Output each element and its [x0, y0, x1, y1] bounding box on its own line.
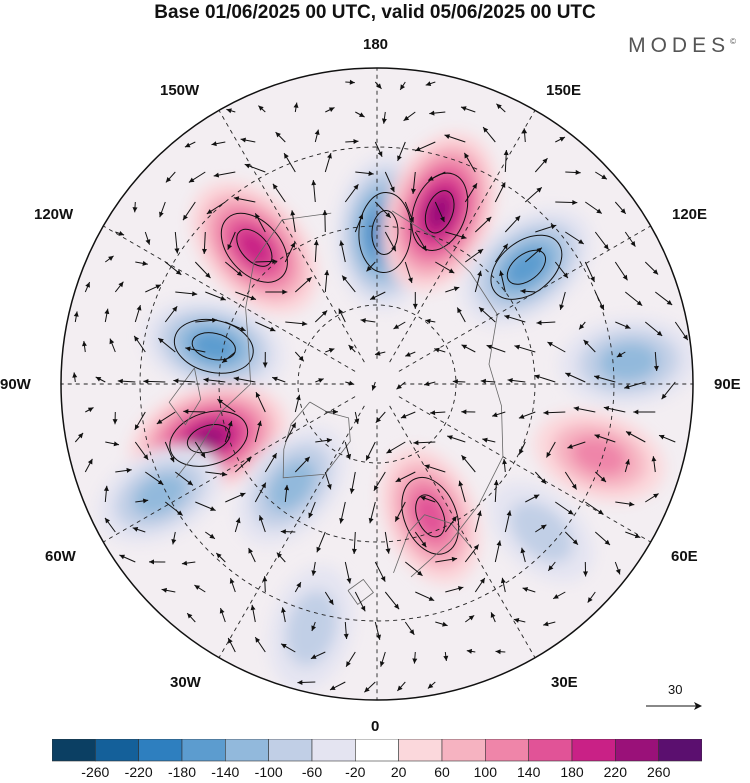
colorbar-tick-label: 20 [390, 764, 407, 780]
colorbar-swatch-0 [52, 739, 96, 762]
anomaly-neg-130e [460, 208, 592, 327]
colorbar-tick-label: -140 [211, 764, 240, 780]
anomaly-neg-100w [142, 298, 285, 394]
reference-vector-key: 30 [644, 680, 714, 720]
colorbar-swatch-4 [225, 739, 269, 762]
colorbar-swatch-2 [138, 739, 183, 762]
colorbar-swatch-3 [181, 739, 226, 762]
colorbar-swatch-13 [615, 739, 659, 762]
lon-label-60e: 60E [671, 548, 698, 565]
anomaly-neg-40w [236, 426, 347, 546]
lon-label-150w: 150W [160, 82, 200, 99]
lon-label-30e: 30E [551, 674, 578, 691]
colorbar-tick-label: 260 [647, 764, 671, 780]
lon-label-90w: 90W [0, 376, 31, 393]
colorbar-tick-label: -20 [345, 764, 366, 780]
colorbar-swatch-10 [485, 739, 529, 762]
colorbar-swatch-1 [95, 739, 139, 762]
brand-name: MODES [628, 34, 731, 57]
colorbar-tick-label: -60 [301, 764, 323, 780]
colorbar-tick-label: 220 [603, 764, 627, 780]
colorbar-tick-label: 60 [434, 764, 450, 780]
colorbar-swatch-6 [311, 739, 356, 762]
lon-label-150e: 150E [546, 82, 582, 99]
colorbar-tick-label: -220 [124, 764, 153, 780]
colorbar [52, 739, 702, 762]
wind-vector-layer [72, 79, 689, 693]
anomaly-pos-20e [379, 446, 481, 585]
lon-label-90e: 90E [714, 376, 741, 393]
anomaly-neg-95e [559, 317, 693, 407]
lon-label-60w: 60W [45, 548, 76, 565]
copyright-mark: © [730, 37, 736, 46]
coastline-layer [168, 210, 504, 605]
colorbar-tick-label: 100 [473, 764, 497, 780]
colorbar-tick-label: -100 [254, 764, 283, 780]
colorbar-swatch-9 [441, 739, 486, 762]
map-title: Base 01/06/2025 00 UTC, valid 05/06/2025… [154, 2, 596, 23]
colorbar-swatch-8 [398, 739, 443, 762]
colorbar-tick-label: 180 [560, 764, 584, 780]
colorbar-tick-label: -180 [167, 764, 197, 780]
colorbar-tick-label: 140 [517, 764, 541, 780]
lon-label-120e: 120E [672, 206, 708, 223]
anomaly-neg-10w [269, 565, 354, 691]
anomaly-pos-75e [534, 410, 665, 502]
lon-label-120w: 120W [34, 206, 74, 223]
lon-label-0: 0 [371, 718, 380, 735]
reference-vector-label: 30 [668, 682, 683, 697]
colorbar-swatch-7 [355, 739, 399, 762]
colorbar-swatch-12 [571, 739, 616, 762]
map-boundary [60, 67, 694, 701]
anomaly-neg-50e [489, 481, 594, 583]
modes-logo: MODES© [628, 34, 736, 58]
colorbar-swatch-5 [268, 739, 313, 762]
reference-arrow-icon [646, 702, 702, 710]
graticule-layer [61, 68, 693, 700]
lon-label-30w: 30W [170, 674, 201, 691]
colorbar-swatch-11 [528, 739, 573, 762]
lon-label-180: 180 [363, 36, 389, 53]
colorbar-tick-label: -260 [81, 764, 110, 780]
colorbar-swatch-14 [658, 739, 702, 762]
